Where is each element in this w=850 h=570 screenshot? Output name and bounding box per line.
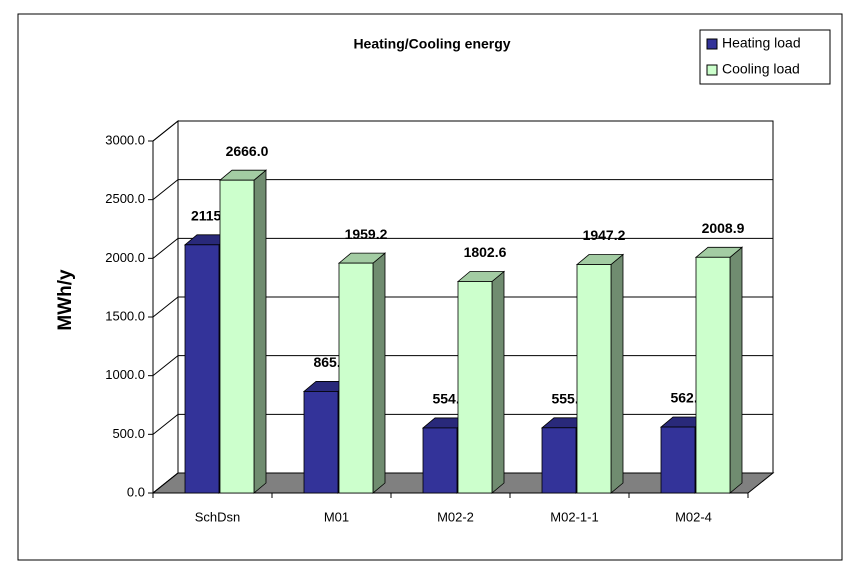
bar-side — [372, 252, 386, 494]
y-tick-label: 3000.0 — [105, 132, 145, 147]
value-label: 2008.9 — [702, 220, 745, 236]
bar — [338, 262, 374, 494]
y-tick-label: 0.0 — [127, 484, 145, 499]
bar — [422, 427, 458, 494]
y-axis-label: MWh/y — [55, 269, 76, 331]
bar — [541, 427, 577, 494]
grid-line-side — [152, 296, 179, 318]
grid-line-side — [152, 355, 179, 377]
value-label: 1959.2 — [345, 226, 388, 242]
bar-side — [253, 169, 267, 494]
grid-line-side — [152, 237, 179, 259]
grid-line-side — [152, 179, 179, 201]
y-tick-label: 2500.0 — [105, 191, 145, 206]
legend-box — [699, 29, 831, 85]
x-tick-label: M02-2 — [437, 509, 474, 524]
grid-line-side — [152, 472, 179, 494]
bar-side — [610, 253, 624, 494]
bar-side — [729, 246, 743, 494]
grid-line-side — [152, 413, 179, 435]
bar-side — [491, 270, 505, 494]
x-tick-label: M02-1-1 — [550, 509, 598, 524]
x-tick-label: SchDsn — [195, 509, 241, 524]
value-label: 1947.2 — [583, 227, 626, 243]
bar — [184, 244, 220, 494]
y-tick-label: 500.0 — [112, 426, 145, 441]
bar — [695, 256, 731, 494]
chart-title: Heating/Cooling energy — [353, 36, 510, 52]
y-tick-label: 1500.0 — [105, 308, 145, 323]
legend-swatch — [706, 64, 718, 76]
y-tick-label: 1000.0 — [105, 367, 145, 382]
grid-line-side — [152, 120, 179, 142]
legend-swatch — [706, 38, 718, 50]
x-tick-label: M02-4 — [675, 509, 712, 524]
bar — [303, 391, 339, 494]
bar — [660, 426, 696, 494]
value-label: 2666.0 — [226, 143, 269, 159]
bar — [219, 179, 255, 494]
bar — [576, 264, 612, 494]
bar — [457, 281, 493, 494]
y-tick-label: 2000.0 — [105, 250, 145, 265]
legend-label: Cooling load — [722, 61, 800, 77]
legend-label: Heating load — [722, 35, 801, 51]
value-label: 1802.6 — [464, 244, 507, 260]
x-tick-label: M01 — [324, 509, 349, 524]
